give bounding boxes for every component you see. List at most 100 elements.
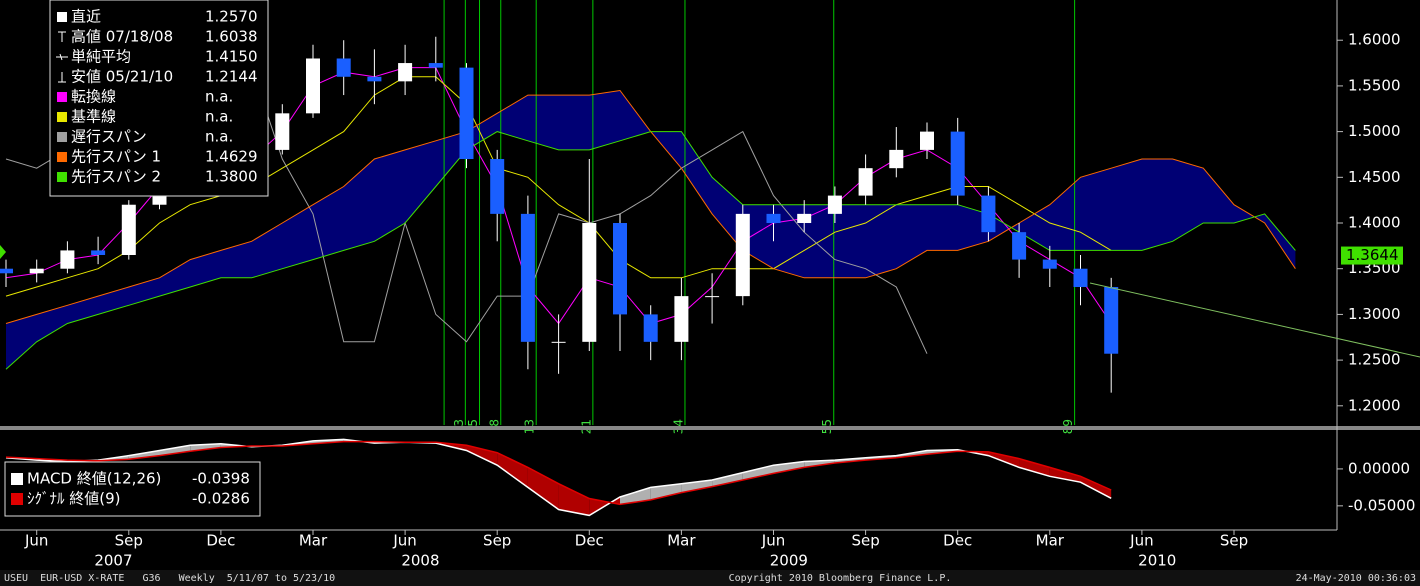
x-tick-label: Jun	[392, 532, 416, 550]
legend-icon	[58, 72, 66, 83]
macd-fill	[1049, 467, 1081, 483]
legend-swatch	[57, 92, 67, 102]
candle-body	[121, 204, 136, 255]
legend-value: n.a.	[205, 128, 233, 146]
footer-left: USEU EUR-USD X-RATE G36 Weekly 5/11/07 t…	[4, 573, 335, 584]
legend-swatch	[57, 112, 67, 122]
candle-body	[520, 213, 535, 342]
status-bar	[0, 570, 1420, 586]
macd-fill	[466, 445, 498, 466]
legend-value: n.a.	[205, 88, 233, 106]
legend-icon	[57, 12, 67, 22]
legend-value: 1.2570	[205, 8, 258, 26]
candle-body	[275, 113, 290, 150]
x-tick-label: Sep	[851, 532, 879, 550]
year-label: 2010	[1138, 552, 1176, 570]
x-tick-label: Jun	[1129, 532, 1153, 550]
fib-label: 5	[466, 419, 480, 427]
x-tick-label: Mar	[299, 532, 328, 550]
legend-swatch	[11, 493, 23, 505]
candle-body	[735, 213, 750, 297]
price-panel: 1.20001.25001.30001.35001.40001.45001.50…	[0, 0, 1403, 434]
x-tick-label: Mar	[1036, 532, 1065, 550]
y-tick-label: 1.2000	[1348, 396, 1401, 414]
y-tick-label: 0.00000	[1348, 459, 1410, 477]
legend-icon	[56, 53, 68, 61]
candle-body	[1073, 268, 1088, 287]
cloud	[6, 90, 1296, 370]
candle-body	[1104, 286, 1119, 354]
x-tick-label: Sep	[115, 532, 143, 550]
candle-body	[1042, 259, 1057, 269]
trend-line	[1089, 282, 1420, 358]
candle-body	[981, 195, 996, 233]
candle-body	[920, 131, 934, 150]
macd-fill	[159, 445, 191, 456]
legend-value: -0.0398	[192, 470, 250, 488]
price-marker	[0, 245, 6, 259]
legend-label: 安値 05/21/10	[71, 68, 173, 86]
y-tick-label: 1.5000	[1348, 122, 1401, 140]
indicator-line	[5, 131, 1296, 370]
last-value-box	[1341, 246, 1403, 265]
macd-fill	[527, 467, 559, 510]
macd-fill	[742, 465, 774, 480]
macd-fill	[620, 487, 651, 505]
x-tick-label: Jun	[761, 532, 785, 550]
fib-label: 3	[452, 419, 466, 427]
macd-line	[5, 440, 1112, 506]
macd-fill	[712, 472, 743, 487]
legend-value: 1.2144	[205, 68, 258, 86]
legend-value: n.a.	[205, 108, 233, 126]
legend-swatch	[11, 473, 23, 485]
candle-body	[428, 63, 443, 68]
candle-body	[459, 67, 474, 160]
year-label: 2009	[770, 552, 808, 570]
legend-label: 遅行スパン	[71, 128, 147, 146]
y-tick-label: 1.4500	[1348, 168, 1401, 186]
x-axis: Jun Sep Dec Mar Jun Sep Dec Mar Jun Sep Dec Mar Jun S…	[24, 530, 1248, 570]
x-tick-label: Mar	[667, 532, 696, 550]
legend-value: -0.0286	[192, 490, 250, 508]
y-tick-label: 1.5500	[1348, 76, 1401, 94]
macd-fill	[497, 452, 528, 488]
legend-label: 直近	[71, 8, 101, 26]
candle-body	[827, 195, 842, 214]
x-tick-label: Dec	[575, 532, 604, 550]
candle-body	[582, 223, 597, 342]
candle-body	[29, 268, 44, 274]
legend-label: ｼｸﾞﾅﾙ 終値(9)	[27, 490, 121, 508]
y-tick-label: 1.6000	[1348, 31, 1401, 49]
candle-body	[1012, 232, 1027, 260]
macd-fill	[558, 483, 590, 516]
macd-line	[5, 438, 1112, 517]
legend-box	[4, 461, 261, 517]
candle-body	[797, 213, 812, 224]
candle-body	[643, 314, 658, 342]
legend-label: 高値 07/18/08	[71, 28, 173, 46]
legend-label: 基準線	[71, 108, 116, 126]
legend: 直近 1.2570 高値 07/18/08 1.6038 単純平均 1.4150 安値 05…	[49, 0, 269, 197]
macd-fill	[1080, 476, 1112, 499]
legend-swatch	[57, 152, 67, 162]
macd-fill	[128, 450, 160, 460]
year-label: 2007	[94, 552, 132, 570]
x-tick-label: Dec	[943, 532, 972, 550]
candle-body	[367, 76, 382, 82]
year-label: 2008	[401, 552, 439, 570]
candle-body	[306, 58, 320, 114]
candle-body	[336, 58, 351, 77]
y-tick-label: -0.05000	[1348, 496, 1415, 514]
legend-label: 先行スパン 2	[71, 168, 161, 186]
macd-fill	[1019, 458, 1050, 477]
legend-value: 1.4150	[205, 48, 258, 66]
macd-legend: MACD 終値(12,26) -0.0398 ｼｸﾞﾅﾙ 終値(9) -0.0286	[4, 461, 261, 517]
candle-body	[490, 159, 505, 214]
candle-body	[613, 223, 627, 315]
last-value-label: 1.3644	[1346, 246, 1399, 264]
legend-label: 単純平均	[71, 48, 131, 66]
candle-body	[60, 250, 75, 269]
footer-center: Copyright 2010 Bloomberg Finance L.P.	[729, 573, 952, 584]
x-tick-label: Sep	[483, 532, 511, 550]
legend-label: 転換線	[71, 88, 116, 106]
